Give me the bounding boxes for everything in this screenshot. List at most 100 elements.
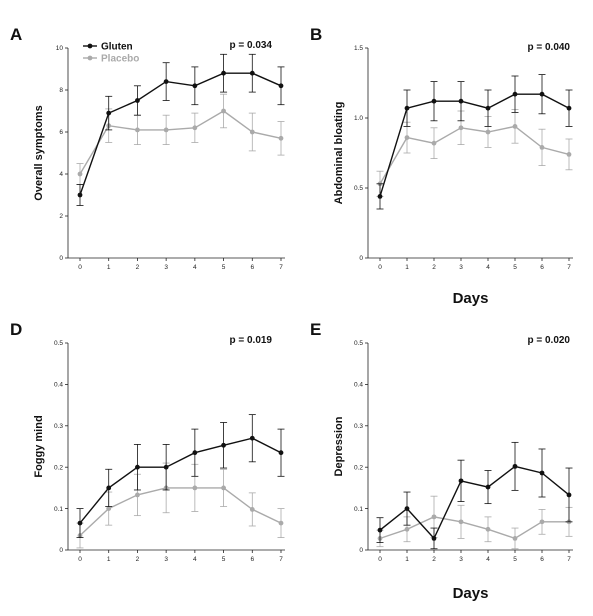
x-tick-label: 5: [222, 264, 226, 271]
data-point: [135, 464, 140, 470]
data-point: [77, 171, 83, 177]
series-line-placebo: [379, 516, 569, 540]
y-tick-label: 0.3: [54, 423, 63, 430]
data-point: [163, 464, 169, 470]
data-point: [192, 83, 198, 89]
data-point: [278, 450, 284, 456]
x-tick-label: 3: [459, 556, 463, 563]
y-tick-label: 10: [56, 45, 64, 52]
series-line-gluten: [79, 72, 282, 196]
data-point: [485, 105, 491, 111]
series-gluten: [76, 414, 285, 538]
data-point: [377, 527, 383, 533]
y-tick-label: 0.1: [54, 506, 63, 513]
y-tick-label: 0.5: [54, 340, 63, 347]
data-point: [458, 519, 464, 525]
series-gluten: [376, 74, 573, 210]
y-tick-label: 0.5: [354, 185, 363, 192]
data-point: [431, 514, 437, 520]
p-value: p = 0.020: [527, 335, 570, 346]
x-tick-label: 3: [164, 556, 168, 563]
data-point: [249, 435, 255, 441]
y-tick-label: 0.5: [354, 340, 363, 347]
data-point: [539, 470, 545, 476]
legend-marker: [87, 43, 93, 49]
y-tick-label: 0.3: [354, 423, 363, 430]
panel-d: D 0 0.1 0.2 0.3 0.4 0.5 0 1 2 3 4 5 6 7 Foggy mind p = 0…: [10, 320, 285, 563]
data-point: [566, 492, 572, 498]
data-point: [221, 70, 226, 76]
x-tick-label: 2: [432, 556, 436, 563]
data-point: [135, 127, 140, 133]
y-tick-label: 8: [59, 87, 63, 94]
x-tick-label: 6: [250, 556, 254, 563]
y-tick-label: 2: [59, 213, 63, 220]
data-point: [431, 536, 437, 541]
y-tick-label: 0.2: [354, 464, 363, 471]
x-tick-label: 1: [107, 264, 111, 271]
p-value: p = 0.040: [527, 42, 570, 53]
legend-label-placebo: Placebo: [101, 54, 139, 65]
p-value: p = 0.019: [229, 335, 272, 346]
data-point: [512, 463, 518, 469]
data-point: [192, 485, 198, 491]
x-tick-label: 5: [513, 264, 517, 271]
panel-a: A 0 2 4 6 8 10 0 1 2 3 4 5 6 7 Overall symptoms p = 0.03…: [10, 25, 285, 271]
y-tick-label: 0: [359, 255, 363, 262]
x-tick-label: 7: [279, 264, 283, 271]
x-tick-label: 4: [193, 264, 197, 271]
data-point: [512, 124, 518, 129]
data-point: [249, 129, 255, 135]
data-point: [512, 536, 518, 541]
x-tick-label: 7: [567, 556, 571, 563]
data-point: [485, 129, 491, 135]
series-placebo: [376, 109, 573, 197]
data-point: [278, 135, 284, 141]
data-point: [278, 83, 284, 89]
y-axis-label: Abdominal bloating: [333, 102, 345, 205]
data-point: [106, 506, 112, 511]
data-point: [77, 192, 83, 198]
data-point: [458, 478, 464, 484]
x-tick-label: 1: [405, 556, 409, 563]
data-point: [135, 492, 140, 498]
data-point: [566, 152, 572, 157]
legend-label-gluten: Gluten: [101, 42, 133, 53]
x-tick-label: 1: [107, 556, 111, 563]
y-tick-label: 0: [59, 255, 63, 262]
series-line-placebo: [79, 110, 282, 175]
series-line-gluten: [79, 437, 282, 524]
x-axis-label: Days: [453, 290, 489, 307]
data-point: [106, 485, 112, 491]
x-axis-label: Days: [453, 585, 489, 602]
x-tick-label: 4: [193, 556, 197, 563]
data-point: [431, 98, 437, 104]
data-point: [106, 110, 112, 116]
series-line-gluten: [379, 465, 570, 540]
y-tick-label: 0: [59, 547, 63, 554]
series-gluten: [376, 441, 573, 550]
p-value: p = 0.034: [229, 40, 272, 51]
y-tick-label: 0.1: [354, 506, 363, 513]
series-line-placebo: [79, 487, 282, 537]
x-tick-label: 7: [567, 264, 571, 271]
y-axis-label: Foggy mind: [33, 415, 45, 477]
panel-e: E 0 0.1 0.2 0.3 0.4 0.5 0 1 2 3 4 5 6 7 Depression p = 0…: [310, 320, 573, 602]
legend-marker: [87, 55, 93, 61]
data-point: [512, 91, 518, 97]
data-point: [163, 127, 169, 133]
x-tick-label: 5: [513, 556, 517, 563]
data-point: [431, 140, 437, 146]
x-tick-label: 3: [164, 264, 168, 271]
x-tick-label: 0: [78, 556, 82, 563]
data-point: [192, 450, 198, 456]
y-tick-label: 1.5: [354, 45, 363, 52]
x-tick-label: 0: [378, 264, 382, 271]
data-point: [485, 484, 491, 490]
y-tick-label: 0.2: [54, 464, 63, 471]
x-tick-label: 1: [405, 264, 409, 271]
x-tick-label: 2: [432, 264, 436, 271]
data-point: [77, 520, 83, 526]
data-point: [249, 507, 255, 512]
